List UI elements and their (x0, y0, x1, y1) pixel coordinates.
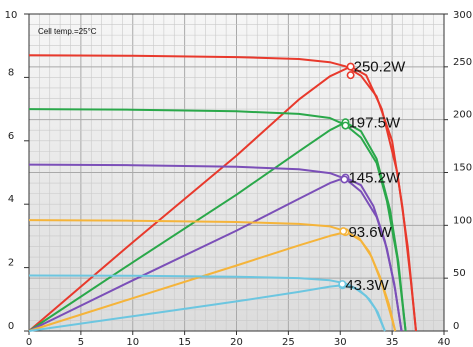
iv-mpp-point-0 (346, 71, 355, 80)
y-right-tick-label: 200 (453, 110, 472, 121)
y-right-tick-label: 50 (453, 268, 466, 279)
x-tick-label: 0 (26, 337, 32, 347)
y-left-tick-label: 10 (5, 10, 18, 21)
labels: 250.2W 197.5W 145.2W 93.6W 43.3W (345, 59, 406, 295)
power-label-0: 250.2W (354, 59, 407, 76)
power-label-3: 93.6W (348, 224, 392, 241)
pv-curve-4 (28, 284, 386, 332)
x-tick-label: 5 (78, 337, 84, 347)
y-right-tick-label: 0 (453, 321, 459, 332)
power-label-1: 197.5W (348, 114, 401, 131)
x-tick-label: 40 (438, 337, 451, 347)
x-tick-label: 20 (230, 337, 243, 347)
pv-max-point-0 (346, 62, 355, 71)
y-right-tick-label: 150 (453, 163, 472, 174)
cell-temp-annotation: Cell temp.=25°C (38, 27, 97, 36)
y-left-tick-label: 8 (8, 67, 14, 78)
y-left-tick-label: 0 (8, 321, 14, 332)
x-tick-label: 25 (282, 337, 295, 347)
iv-mpp-point-4 (338, 280, 347, 289)
y-right-tick-label: 300 (453, 10, 472, 21)
power-label-4: 43.3W (345, 277, 389, 294)
x-tick-label: 10 (126, 337, 139, 347)
x-tick-label: 30 (334, 337, 347, 347)
y-right-tick-label: 100 (453, 215, 472, 226)
iv-mpp-point-2 (340, 175, 349, 184)
y-right-tick-label: 250 (453, 57, 472, 68)
axes: 0 5 10 15 20 25 30 35 40024681005010015020025030… (5, 10, 472, 347)
power-label-2: 145.2W (348, 170, 401, 187)
iv-mpp-point-3 (339, 227, 348, 236)
y-left-tick-label: 4 (8, 194, 14, 205)
y-left-tick-label: 2 (8, 258, 14, 269)
x-tick-label: 15 (178, 337, 191, 347)
iv-mpp-point-1 (341, 121, 350, 130)
y-left-tick-label: 6 (8, 131, 14, 142)
series (28, 54, 417, 332)
x-tick-label: 35 (386, 337, 399, 347)
